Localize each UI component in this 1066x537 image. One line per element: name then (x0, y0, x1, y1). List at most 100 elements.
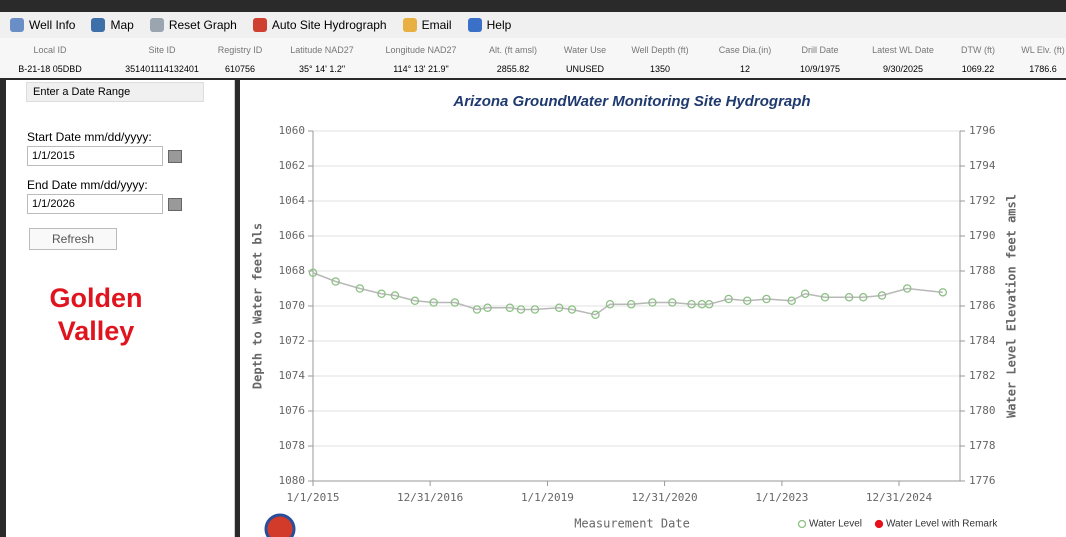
data-point (742, 296, 752, 305)
end-input[interactable]: 1/1/2026 (27, 194, 163, 214)
column-header: Longitude NAD27 (385, 45, 457, 55)
y-tick-label: 1064 (279, 194, 306, 207)
toolbar-item[interactable]: Well Info (10, 18, 75, 32)
y2-tick-label: 1792 (969, 194, 996, 207)
y-tick-label: 1080 (279, 474, 306, 487)
calendar-icon[interactable] (168, 150, 182, 163)
toolbar-item[interactable]: Map (91, 18, 134, 32)
toolbar: Well Info Map Reset Graph Auto Site Hydrogr… (0, 12, 1066, 38)
data-point (724, 294, 733, 304)
data-point (877, 291, 887, 300)
data-point (390, 291, 400, 300)
toolbar-icon (252, 18, 267, 32)
column-header: Drill Date (801, 45, 839, 55)
data-point (844, 292, 854, 302)
data-point (858, 292, 868, 302)
column-value: B-21-18 05DBD (18, 64, 82, 74)
data-point (429, 298, 438, 307)
y2-axis-title: Water Level Elevation feet amsl (1005, 194, 1019, 418)
toolbar-icon (149, 18, 164, 32)
legend-marker (874, 519, 884, 529)
y2-tick-label: 1778 (969, 439, 996, 452)
data-point (787, 296, 796, 305)
y2-tick-label: 1780 (969, 404, 996, 417)
column-value: 2855.82 (496, 64, 530, 74)
y-tick-label: 1074 (279, 369, 306, 382)
data-point (554, 303, 564, 312)
x-tick-label: 12/31/2020 (631, 491, 697, 504)
x-tick-label: 1/1/2015 (287, 491, 340, 504)
data-point (762, 294, 771, 304)
series-line (312, 272, 943, 316)
data-point (591, 310, 600, 319)
y2-tick-label: 1782 (969, 369, 996, 382)
data-point (472, 305, 482, 314)
data-point (902, 284, 912, 293)
column-header: Alt. (ft amsl) (488, 45, 538, 55)
legend-marker (797, 519, 807, 529)
data-point (331, 277, 340, 286)
column-value: 610756 (224, 64, 256, 74)
data-point (668, 298, 677, 307)
refresh-button[interactable]: Refresh (29, 228, 117, 250)
column-header: Latest WL Date (872, 45, 934, 55)
data-point (308, 268, 318, 277)
toolbar-label: Map (110, 18, 134, 32)
data-point (516, 305, 526, 314)
calendar-icon[interactable] (168, 198, 182, 211)
data-point (450, 298, 460, 307)
column-header: Local ID (33, 45, 67, 55)
logo (264, 513, 296, 537)
column-header: Latitude NAD27 (290, 45, 354, 55)
y2-tick-label: 1776 (969, 474, 996, 487)
x-tick-label: 1/1/2023 (755, 491, 808, 504)
data-point (530, 305, 540, 314)
toolbar-item[interactable]: Auto Site Hydrograph (252, 18, 387, 32)
data-point (505, 303, 515, 312)
x-axis-title: Measurement Date (574, 517, 690, 531)
toolbar-label: Well Info (29, 18, 76, 32)
panel-header: Enter a Date Range (26, 82, 204, 102)
column-value: UNUSED (565, 64, 605, 74)
y2-tick-label: 1784 (969, 334, 996, 347)
toolbar-icon (467, 18, 482, 32)
data-point (626, 299, 636, 309)
location-label: Golden Valley (49, 283, 143, 346)
data-point (605, 299, 615, 309)
data-point (567, 305, 577, 314)
start-input[interactable]: 1/1/2015 (27, 146, 163, 166)
y-tick-label: 1068 (279, 264, 306, 277)
column-value: 1786.6 (1029, 64, 1057, 74)
chart-title: Arizona GroundWater Monitoring Site Hydr… (452, 93, 810, 110)
y2-tick-label: 1794 (969, 159, 996, 172)
x-tick-label: 12/31/2024 (866, 491, 933, 504)
y-tick-label: 1072 (279, 334, 306, 347)
data-point (938, 288, 948, 297)
data-point (355, 284, 365, 293)
column-value: 1350 (649, 64, 671, 74)
column-value: 10/9/1975 (799, 64, 841, 74)
data-point (800, 289, 810, 298)
data-point (820, 292, 830, 302)
site-info: Local ID B-21-18 05DBD Site ID 351401114132… (0, 38, 1066, 78)
column-header: Water Use (563, 45, 607, 55)
x-tick-label: 12/31/2016 (397, 491, 463, 504)
column-value: 114° 13' 21.9" (393, 64, 449, 74)
toolbar-icon (91, 18, 106, 32)
y-tick-label: 1070 (279, 299, 306, 312)
toolbar-item[interactable]: Help (467, 18, 511, 32)
column-value: 1069.22 (961, 64, 995, 74)
toolbar-label: Reset Graph (168, 18, 237, 32)
toolbar-item[interactable]: Email (402, 18, 452, 32)
x-tick-label: 1/1/2019 (521, 491, 574, 504)
data-point (704, 299, 714, 309)
y-tick-label: 1078 (279, 439, 306, 452)
legend-label: Water Level with Remark (886, 519, 998, 530)
toolbar-item[interactable]: Reset Graph (149, 18, 237, 32)
y2-tick-label: 1790 (969, 229, 996, 242)
y-tick-label: 1062 (279, 159, 306, 172)
data-point (410, 296, 420, 305)
toolbar-icon (402, 18, 417, 32)
toolbar-icon (10, 18, 24, 32)
